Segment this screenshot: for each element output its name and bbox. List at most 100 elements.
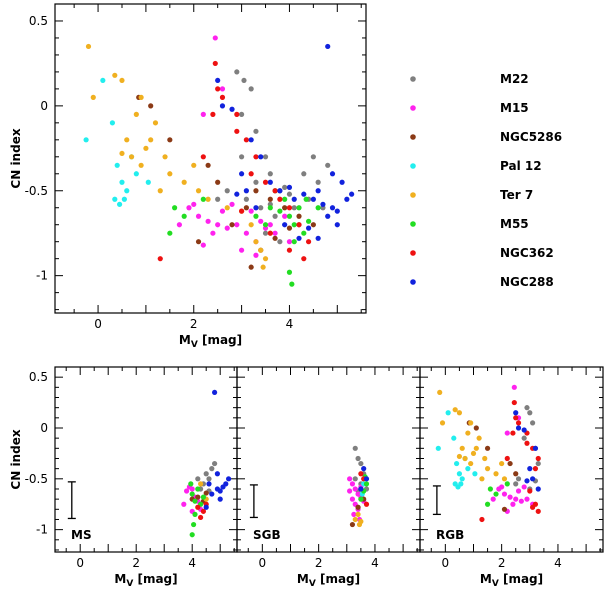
data-point-m15 [349,496,356,502]
data-point-m15 [191,201,197,207]
data-point-m15 [347,476,353,482]
data-point-m22 [195,476,201,482]
data-point-pal-12 [114,162,120,168]
data-point-m15 [351,511,357,517]
data-point-m55 [504,481,510,487]
data-point-ter-7 [260,264,266,270]
data-point-m55 [493,491,499,497]
data-point-m15 [282,213,288,219]
panel-label: SGB [253,528,281,542]
y-axis-label: CN index [9,429,23,489]
data-point-ngc288 [203,504,209,510]
sgb-scatter-panel: 0 2 4 MV [mag] SGB [236,366,421,589]
data-point-ngc288 [513,410,519,416]
data-point-ngc288 [229,106,235,112]
data-point-m55 [303,196,309,202]
data-point-ter-7 [468,460,474,467]
data-point-ngc362 [305,239,312,245]
data-point-ngc362 [511,399,517,406]
data-point-ter-7 [355,511,361,517]
data-point-ngc362 [200,508,206,514]
data-point-m55 [291,239,297,245]
data-point-m55 [172,205,178,211]
x-axis-label: MV [mag] [114,572,177,589]
data-point-ngc5286 [267,196,273,202]
data-point-m15 [229,201,235,207]
data-point-ngc288 [344,196,350,202]
data-point-ngc5286 [349,521,356,528]
data-point-m22 [325,162,331,168]
data-point-pal-12 [451,435,457,441]
data-point-m55 [282,196,288,202]
data-point-ter-7 [482,455,488,462]
data-point-ngc362 [515,420,522,426]
data-point-m55 [291,222,297,228]
data-point-ngc288 [527,466,533,472]
legend-marker [410,76,416,82]
data-point-ter-7 [437,389,443,396]
legend-label: NGC5286 [500,130,562,144]
data-point-m22 [272,213,278,219]
data-point-m15 [205,218,211,224]
data-point-m22 [267,171,273,177]
data-point-ngc288 [310,196,316,202]
data-point-m55 [487,486,493,492]
data-point-m22 [521,435,527,441]
data-point-m22 [241,77,247,84]
data-point-pal-12 [452,481,458,487]
data-point-ter-7 [124,137,130,143]
data-point-ter-7 [468,420,474,426]
data-point-m15 [504,430,510,436]
data-point-m55 [358,496,364,502]
data-point-ngc288 [258,154,264,160]
data-point-ter-7 [452,407,458,413]
data-point-ngc5286 [167,137,173,143]
x-tick-label: 0 [94,317,102,331]
data-point-ter-7 [356,521,363,528]
data-point-m15 [515,488,522,494]
data-point-m22 [524,405,530,411]
y-tick-label: -1 [36,523,48,537]
data-point-m15 [224,225,230,231]
data-point-ngc5286 [203,490,209,496]
data-point-m15 [200,111,206,117]
data-point-ter-7 [439,420,446,426]
data-point-m22 [310,154,316,160]
data-point-ngc288 [349,191,355,197]
legend-marker [410,250,416,256]
plot-frame [419,366,604,553]
data-point-ngc288 [215,77,221,84]
data-point-ngc288 [226,476,232,482]
data-point-ngc362 [234,111,240,117]
data-point-ngc362 [301,256,307,262]
data-point-m15 [511,384,517,390]
data-point-ngc288 [515,425,522,431]
data-point-ngc362 [195,504,201,510]
data-point-ngc288 [217,496,223,502]
data-point-m15 [215,222,221,228]
data-point-ngc362 [219,94,226,100]
data-point-ngc362 [532,466,539,472]
data-point-ngc288 [521,427,527,433]
data-point-m55 [484,501,491,507]
data-point-m15 [181,501,187,507]
data-point-ngc5286 [296,213,302,219]
data-point-m55 [200,494,206,500]
data-point-ter-7 [501,476,508,482]
data-point-m22 [352,445,358,451]
data-point-ter-7 [138,94,144,100]
data-point-ngc5286 [355,504,361,510]
data-point-m15 [347,488,353,494]
data-point-m15 [200,242,206,248]
data-point-ngc5286 [501,506,508,512]
data-point-m55 [195,486,201,492]
data-point-ter-7 [456,410,463,416]
data-point-m55 [305,218,312,224]
data-point-m15 [219,86,226,92]
data-point-ngc362 [363,501,370,507]
data-point-ngc362 [504,455,510,462]
data-point-m15 [184,488,190,494]
data-point-m15 [234,222,240,228]
data-point-ngc288 [282,222,288,228]
data-point-pal-12 [454,460,460,467]
